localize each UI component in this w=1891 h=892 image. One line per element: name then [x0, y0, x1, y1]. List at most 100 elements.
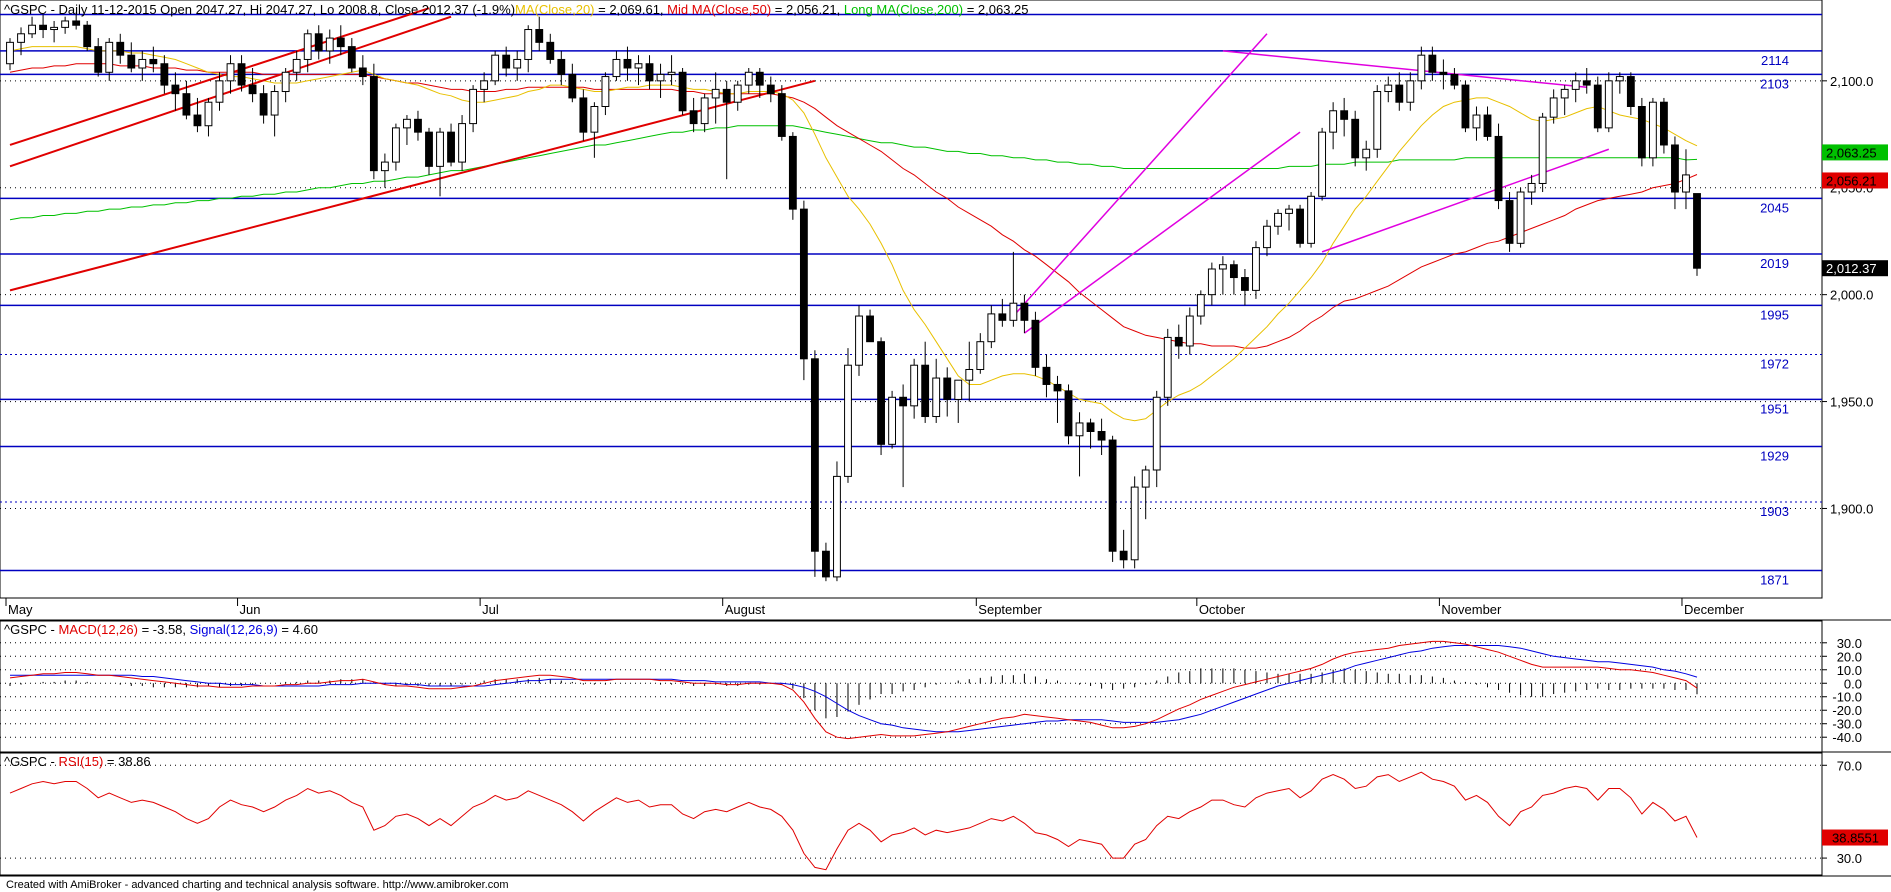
candle-body: [94, 46, 103, 73]
candle-body: [998, 313, 1007, 321]
candle-body: [1185, 315, 1194, 347]
candle-body: [403, 118, 411, 129]
candle: [281, 68, 290, 103]
candle-body: [788, 135, 797, 210]
candle-body: [226, 63, 235, 82]
candle: [921, 341, 930, 423]
candle: [722, 80, 731, 180]
macd-tick-label: 0.0: [1844, 676, 1862, 691]
candle: [513, 50, 522, 81]
trendline: [9, 79, 816, 292]
candle: [755, 68, 764, 98]
candle: [491, 50, 500, 86]
candle: [1505, 192, 1514, 252]
candle-body: [1296, 208, 1304, 244]
candle: [425, 127, 433, 175]
candle: [414, 110, 422, 141]
candle: [1174, 324, 1183, 359]
candle-body: [458, 123, 466, 163]
candle: [1671, 136, 1679, 210]
price-tick-label: 1,900.0: [1830, 501, 1873, 516]
candle: [623, 46, 632, 81]
candle-body: [1163, 336, 1172, 398]
candle: [1450, 68, 1459, 90]
candle: [546, 33, 555, 64]
support-resistance-levels: 2114 2103 2045 2019 1995 1972 1951 1929 1903 1871: [0, 13, 1822, 587]
candle: [612, 50, 621, 81]
candle-body: [810, 358, 819, 552]
candle: [436, 127, 444, 197]
candle-body: [899, 396, 908, 407]
candle-body: [116, 41, 125, 56]
ma-long-line: [9, 125, 1698, 221]
candle-body: [700, 97, 709, 125]
rsi-header-value: = 38.86: [103, 754, 150, 769]
candle-body: [546, 41, 555, 60]
candle: [292, 50, 301, 81]
candle: [259, 85, 268, 124]
candle: [1384, 76, 1393, 103]
month-label: May: [8, 602, 33, 617]
candle-body: [910, 364, 919, 407]
footer-credit: Created with AmiBroker - advanced charti…: [6, 879, 509, 891]
candle: [1340, 97, 1349, 137]
ma-mid-line: [9, 63, 1698, 349]
candle: [1626, 72, 1635, 116]
candle: [1417, 46, 1426, 90]
trendline: [1023, 131, 1301, 334]
candle-body: [557, 58, 566, 75]
candle: [1637, 97, 1646, 167]
candle: [932, 358, 941, 423]
candle: [1130, 476, 1139, 569]
candle: [678, 68, 687, 116]
candle: [28, 16, 36, 39]
trendline: [1222, 50, 1587, 88]
candle-body: [744, 71, 753, 86]
candle-body: [50, 26, 59, 31]
candle-body: [1593, 84, 1602, 129]
candle-body: [248, 84, 257, 95]
candle: [303, 29, 312, 73]
candle: [72, 12, 81, 30]
candle-body: [1207, 268, 1216, 296]
header-ma-mid-label: Mid MA(Close,50): [667, 2, 771, 17]
candle: [83, 20, 92, 51]
candle-body: [822, 550, 830, 578]
candle-body: [612, 58, 621, 78]
candle-body: [1626, 76, 1635, 107]
candle: [1461, 80, 1470, 133]
header-ohlc: - Daily 11-12-2015 Open 2047.27, Hi 2047…: [47, 2, 515, 17]
candle: [1064, 384, 1073, 445]
candle-body: [932, 377, 941, 418]
candle: [634, 55, 643, 86]
candle-body: [866, 315, 874, 343]
level-label: 1903: [1760, 504, 1789, 519]
candle-body: [149, 58, 158, 65]
candle-body: [678, 71, 687, 112]
candle-body: [1340, 110, 1349, 120]
header-ma-short-label: MA(Close,20): [515, 2, 594, 17]
candle: [1549, 89, 1558, 124]
candle: [1020, 294, 1029, 334]
month-label: August: [725, 602, 766, 617]
candle: [1119, 529, 1128, 569]
candle-body: [204, 101, 213, 127]
candle: [976, 333, 985, 374]
level-label: 2045: [1760, 200, 1789, 215]
candle: [1527, 174, 1536, 205]
candle-body: [1428, 54, 1437, 73]
candle-body: [480, 80, 489, 90]
price-value-tag: [1822, 144, 1888, 161]
candlesticks: [6, 12, 1701, 582]
candle: [1494, 123, 1503, 210]
candle-body: [502, 54, 511, 69]
candle-body: [954, 379, 963, 400]
candle-body: [1362, 148, 1371, 159]
level-label: 2114: [1761, 53, 1789, 68]
candle-body: [1560, 88, 1569, 99]
candle: [171, 72, 180, 111]
candle-body: [380, 161, 389, 172]
month-label: December: [1684, 602, 1745, 617]
candle-body: [524, 29, 533, 60]
candle: [325, 29, 334, 64]
